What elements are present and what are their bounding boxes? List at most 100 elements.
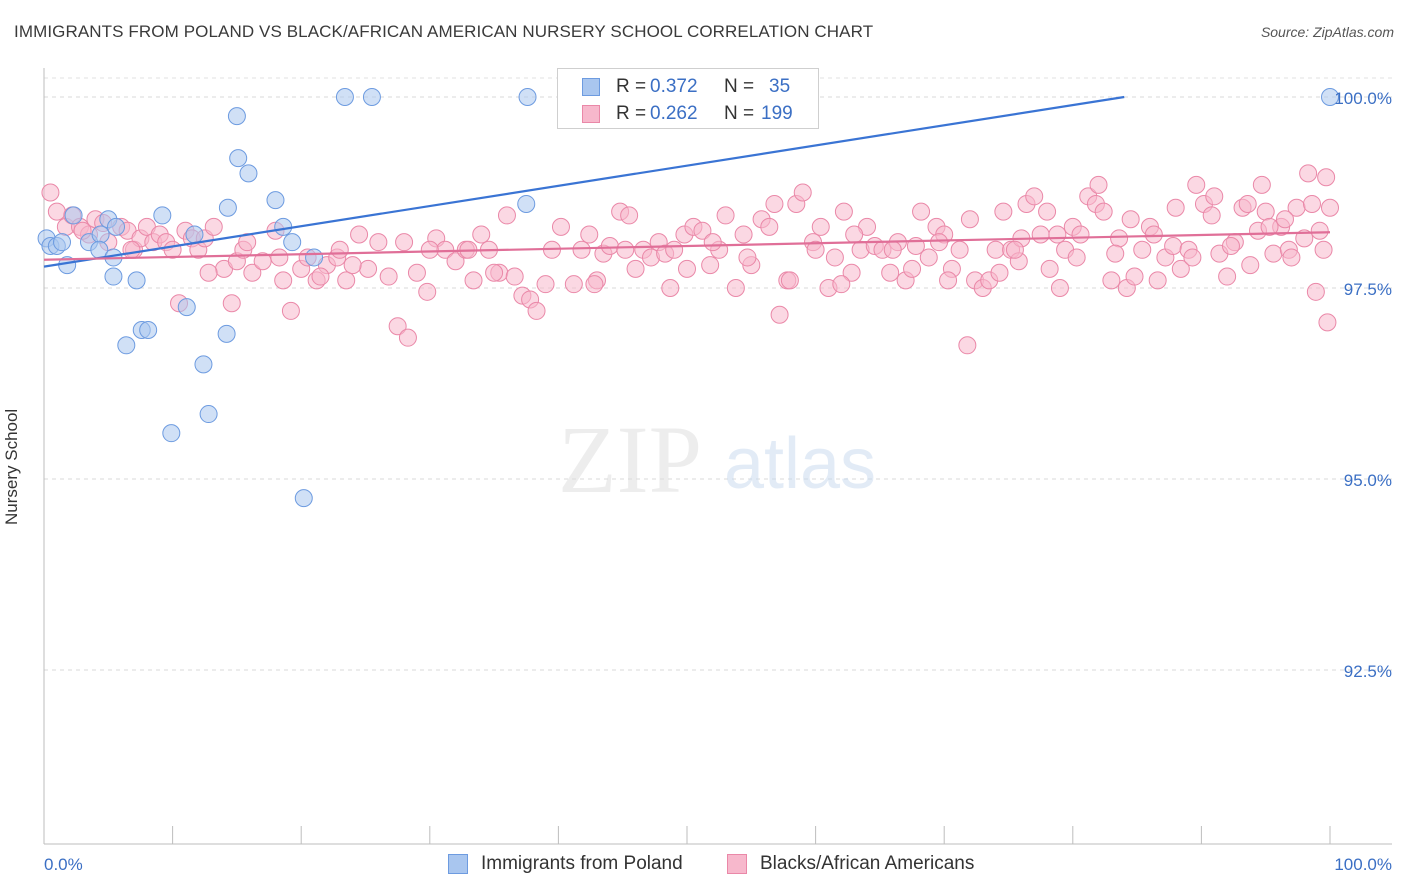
x-tick-label-max: 100.0%: [1334, 855, 1392, 874]
black-point: [497, 206, 516, 225]
black-point: [986, 240, 1005, 259]
black-trend-line: [43, 231, 1331, 261]
poland-point: [107, 217, 126, 236]
poland-point: [305, 248, 324, 267]
black-point: [407, 263, 426, 282]
watermark-atlas: atlas: [724, 424, 876, 504]
black-point: [703, 233, 722, 252]
r-value-black: 0.262: [650, 103, 698, 124]
black-point: [281, 301, 300, 320]
black-point: [1048, 225, 1067, 244]
black-point: [1005, 240, 1024, 259]
poland-swatch: [582, 78, 600, 96]
black-swatch: [582, 105, 600, 123]
black-point: [834, 202, 853, 221]
stats-row-poland: R = 0.372 N = 35: [558, 74, 818, 100]
black-point: [780, 271, 799, 290]
r-label: R =: [616, 103, 647, 124]
black-point: [222, 294, 241, 313]
tick-labels: 100.0% 97.5% 95.0% 92.5% 0.0% 100.0%: [44, 89, 1392, 874]
black-point: [395, 233, 414, 252]
black-point: [765, 194, 784, 213]
poland-point: [127, 271, 146, 290]
black-point: [398, 328, 417, 347]
data-points: [37, 88, 1339, 508]
black-point: [1133, 240, 1152, 259]
black-point: [1187, 175, 1206, 194]
black-point: [359, 259, 378, 278]
chart-title: IMMIGRANTS FROM POLAND VS BLACK/AFRICAN …: [14, 22, 874, 41]
black-point: [1148, 271, 1167, 290]
trend-lines: [43, 95, 1331, 268]
black-point: [616, 240, 635, 259]
y-tick-label: 97.5%: [1344, 280, 1392, 299]
black-point: [1171, 259, 1190, 278]
black-point: [1252, 175, 1271, 194]
poland-point: [218, 198, 237, 217]
black-point: [1071, 225, 1090, 244]
black-point: [337, 271, 356, 290]
black-point: [701, 256, 720, 275]
poland-point: [283, 233, 302, 252]
black-point: [253, 252, 272, 271]
black-point: [420, 240, 439, 259]
poland-point: [362, 88, 381, 106]
black-point: [330, 240, 349, 259]
black-point: [311, 267, 330, 286]
black-point: [1310, 221, 1329, 240]
poland-point: [239, 164, 258, 183]
black-point: [960, 210, 979, 229]
black-point: [990, 263, 1009, 282]
poland-point: [274, 217, 293, 236]
black-point: [1164, 236, 1183, 255]
poland-point: [217, 324, 236, 343]
black-point: [1202, 206, 1221, 225]
black-point: [883, 240, 902, 259]
black-point: [472, 225, 491, 244]
black-point: [1282, 248, 1301, 267]
stats-row-black: R = 0.262 N = 199: [558, 101, 818, 127]
black-point: [845, 225, 864, 244]
black-point: [572, 240, 591, 259]
black-point: [912, 202, 931, 221]
black-point: [665, 240, 684, 259]
poland-point: [177, 298, 196, 317]
black-point: [600, 236, 619, 255]
black-point: [464, 271, 483, 290]
poland-point: [139, 321, 158, 340]
stats-legend: R = 0.372 N = 35 R = 0.262 N = 199: [557, 68, 819, 129]
black-point: [760, 217, 779, 236]
poland-point: [227, 107, 246, 126]
n-value-black: 199: [761, 103, 793, 124]
poland-point: [91, 225, 110, 244]
black-point: [418, 282, 437, 301]
black-point: [505, 267, 524, 286]
black-point: [1238, 194, 1257, 213]
y-tick-label: 100.0%: [1334, 89, 1392, 108]
black-point: [204, 217, 223, 236]
poland-point: [153, 206, 172, 225]
black-point: [1205, 187, 1224, 206]
poland-point: [185, 225, 204, 244]
black-point: [551, 217, 570, 236]
y-tick-label: 92.5%: [1344, 662, 1392, 681]
black-point: [1314, 240, 1333, 259]
black-point: [958, 336, 977, 355]
poland-point: [294, 489, 313, 508]
black-point: [1038, 202, 1057, 221]
black-point: [350, 225, 369, 244]
black-point: [620, 206, 639, 225]
black-point: [1275, 210, 1294, 229]
black-point: [388, 317, 407, 336]
black-point: [1067, 248, 1086, 267]
r-label: R =: [616, 76, 647, 97]
poland-point: [266, 191, 285, 210]
black-point: [243, 263, 262, 282]
black-point: [585, 275, 604, 294]
poland-point: [517, 194, 536, 213]
n-label: N =: [724, 76, 755, 97]
black-point: [1050, 279, 1069, 297]
black-point: [1144, 225, 1163, 244]
black-point: [274, 271, 293, 290]
